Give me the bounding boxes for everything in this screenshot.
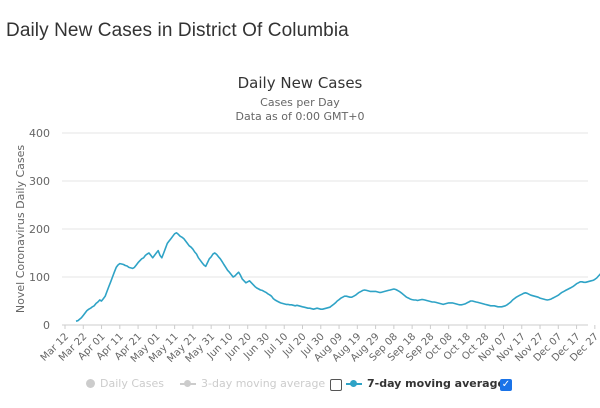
legend-label-7day-average: 7-day moving average <box>367 377 505 390</box>
y-tick-layer: 0 100 200 300 400 <box>29 127 50 332</box>
line-marker-icon <box>180 379 196 387</box>
series-line-7day-avg[interactable] <box>75 187 600 322</box>
y-tick-label: 300 <box>29 175 50 188</box>
line-marker-icon <box>346 379 362 387</box>
y-tick-label: 400 <box>29 127 50 140</box>
y-tick-label: 200 <box>29 223 50 236</box>
legend-item-7day-average[interactable]: 7-day moving average <box>346 377 505 390</box>
y-tick-label: 0 <box>43 319 50 332</box>
chart: Daily New Cases Cases per Day Data as of… <box>14 74 600 365</box>
y-tick-label: 100 <box>29 271 50 284</box>
y-axis-label: Novel Coronavirus Daily Cases <box>14 145 27 313</box>
page-title: Daily New Cases in District Of Columbia <box>6 20 349 41</box>
circle-icon <box>86 379 95 388</box>
legend-label-daily-cases: Daily Cases <box>100 377 164 390</box>
checkbox-7day-average[interactable]: ✓ <box>500 379 512 391</box>
legend-item-3day-average[interactable]: 3-day moving average <box>180 377 325 390</box>
chart-subtitle-line-2: Data as of 0:00 GMT+0 <box>236 110 365 123</box>
grid-layer <box>62 132 588 326</box>
legend-label-3day-average: 3-day moving average <box>201 377 326 390</box>
chart-title: Daily New Cases <box>238 74 363 92</box>
legend-item-daily-cases[interactable]: Daily Cases <box>86 377 164 390</box>
chart-subtitle-line-1: Cases per Day <box>260 96 340 109</box>
chart-legend: Daily Cases 3-day moving average 7-day m… <box>0 374 600 396</box>
checkbox-3day-average[interactable] <box>330 379 342 391</box>
